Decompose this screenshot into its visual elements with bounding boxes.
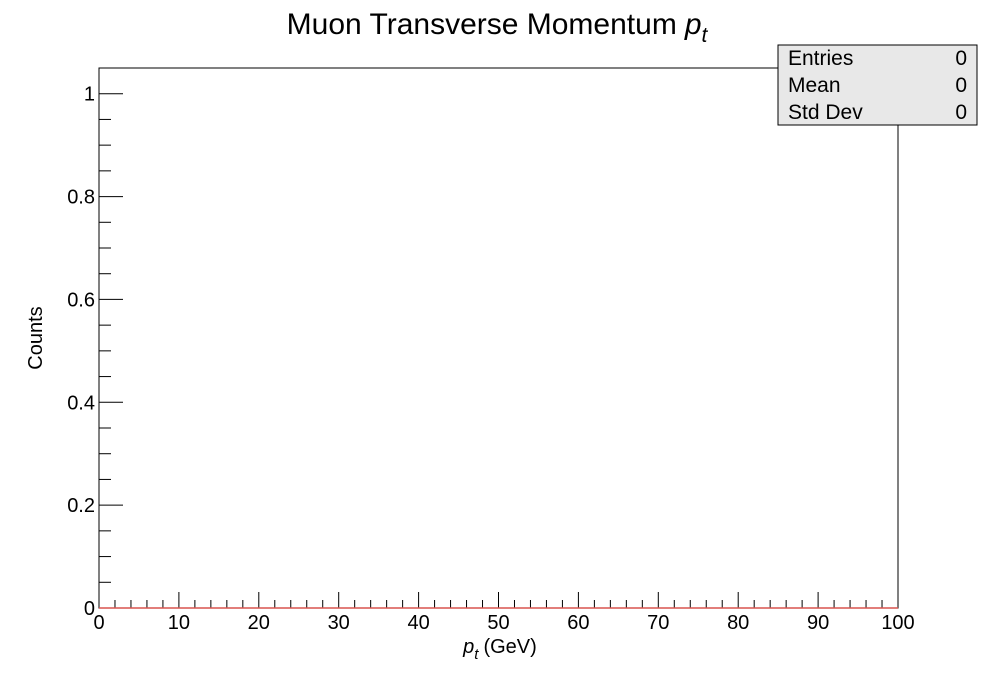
x-axis-label-symbol: p — [462, 636, 474, 658]
y-axis-label: Counts — [25, 306, 47, 369]
x-tick-label: 60 — [567, 612, 589, 634]
stats-box-background — [777, 44, 978, 126]
x-axis-label: pt (GeV) — [462, 636, 537, 663]
x-axis-label-unit: (GeV) — [483, 636, 536, 658]
stats-stddev-label: Std Dev — [788, 101, 863, 124]
chart-title: Muon Transverse Momentum pt — [287, 8, 709, 47]
stats-mean-value: 0 — [955, 74, 967, 97]
y-tick-label: 0.2 — [67, 495, 95, 517]
y-tick-label: 0 — [84, 598, 95, 620]
x-tick-label: 70 — [647, 612, 669, 634]
y-tick-label: 1 — [84, 84, 95, 106]
y-tick-label: 0.4 — [67, 392, 95, 414]
x-tick-label: 90 — [807, 612, 829, 634]
plot-frame — [98, 67, 899, 609]
chart-title-text: Muon Transverse Momentum — [287, 8, 677, 41]
x-tick-label: 0 — [93, 612, 104, 634]
stats-box: Entries 0 Mean 0 Std Dev 0 — [777, 44, 978, 126]
x-axis: 0 10 20 30 40 50 60 70 80 90 100 — [93, 592, 915, 634]
chart-title-symbol-sub: t — [702, 24, 709, 47]
chart-title-symbol: p — [684, 8, 702, 41]
x-tick-label: 50 — [487, 612, 509, 634]
y-axis: 0 0.2 0.4 0.6 0.8 1 — [67, 67, 123, 620]
x-tick-label: 10 — [168, 612, 190, 634]
x-tick-label: 80 — [727, 612, 749, 634]
x-tick-label: 20 — [248, 612, 270, 634]
stats-entries-value: 0 — [955, 47, 967, 70]
x-tick-label: 100 — [881, 612, 914, 634]
stats-entries-label: Entries — [788, 47, 853, 70]
stats-stddev-value: 0 — [955, 101, 967, 124]
x-axis-label-symbol-sub: t — [474, 646, 479, 663]
y-tick-label: 0.8 — [67, 187, 95, 209]
x-tick-label: 40 — [407, 612, 429, 634]
x-tick-label: 30 — [328, 612, 350, 634]
y-tick-label: 0.6 — [67, 289, 95, 311]
stats-mean-label: Mean — [788, 74, 841, 97]
